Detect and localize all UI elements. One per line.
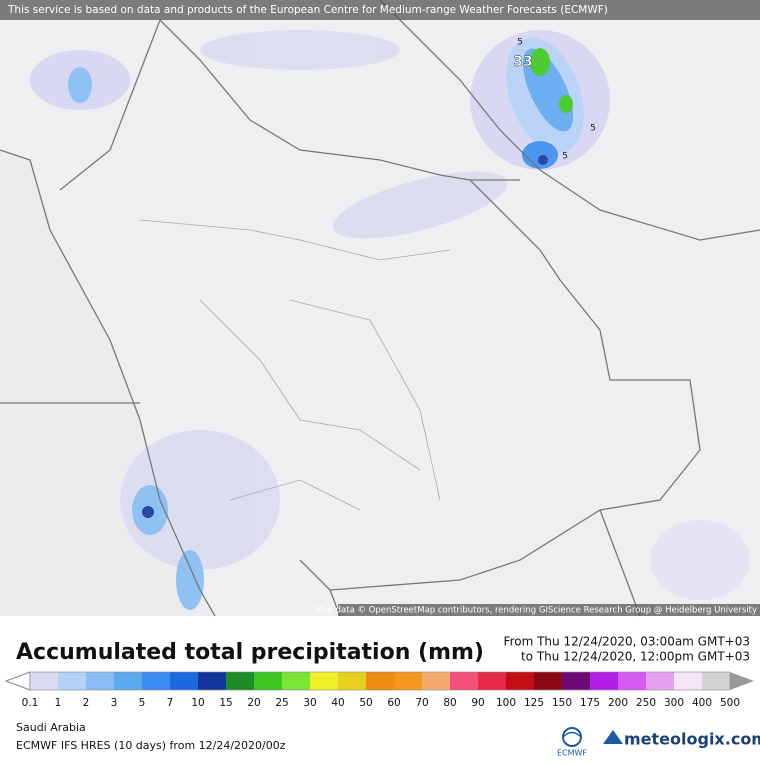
- level-label: 3: [111, 697, 118, 709]
- map-label: 33: [513, 54, 532, 70]
- level-label: 60: [387, 697, 400, 709]
- level-label: 80: [443, 697, 456, 709]
- level-label: 2: [83, 697, 90, 709]
- map-label: 5: [517, 38, 523, 48]
- ecmwf-text: ECMWF: [557, 749, 587, 758]
- arrow-right: [730, 672, 754, 690]
- map: 33 5 5 5 This service is based on data a…: [0, 0, 760, 617]
- arrow-left: [4, 671, 31, 691]
- level-label: 250: [636, 697, 656, 709]
- level-label: 500: [720, 697, 740, 709]
- color-swatch: [58, 672, 87, 690]
- borders: [0, 0, 760, 617]
- level-label: 40: [331, 697, 344, 709]
- color-swatch: [450, 672, 479, 690]
- color-swatch: [86, 672, 115, 690]
- color-swatch: [114, 672, 143, 690]
- map-label: 5: [590, 124, 596, 134]
- color-swatch: [30, 672, 59, 690]
- level-label: 1: [55, 697, 62, 709]
- level-label: 30: [303, 697, 316, 709]
- level-label: 150: [552, 697, 572, 709]
- level-label: 400: [692, 697, 712, 709]
- color-swatch: [198, 672, 227, 690]
- color-swatch: [282, 672, 311, 690]
- level-label: 20: [247, 697, 260, 709]
- level-label: 125: [524, 697, 544, 709]
- color-swatch: [422, 672, 451, 690]
- ecmwf-logo: ECMWF: [557, 727, 587, 758]
- disclaimer-bar: [0, 0, 760, 20]
- color-swatch: [338, 672, 367, 690]
- color-swatch: [674, 672, 703, 690]
- level-label: 10: [191, 697, 204, 709]
- level-label: 0.1: [22, 697, 39, 709]
- color-swatch: [366, 672, 395, 690]
- level-label: 200: [608, 697, 628, 709]
- color-swatch: [618, 672, 647, 690]
- provinces: [139, 219, 451, 511]
- color-swatch: [394, 672, 423, 690]
- color-swatch: [702, 672, 731, 690]
- level-label: 300: [664, 697, 684, 709]
- attribution: Map data © OpenStreetMap contributors, r…: [315, 606, 757, 616]
- brand: meteologix.com: [624, 730, 760, 749]
- legend-title: Accumulated total precipitation (mm): [16, 640, 484, 665]
- level-label: 100: [496, 697, 516, 709]
- colorbar-frame: [29, 671, 731, 691]
- color-swatch: [226, 672, 255, 690]
- color-swatch: [646, 672, 675, 690]
- color-swatch: [506, 672, 535, 690]
- level-label: 5: [139, 697, 146, 709]
- period-to: to Thu 12/24/2020, 12:00pm GMT+03: [521, 650, 750, 664]
- colorbar: 0.1 1 2 3 5 7 10 15 20 25 30 40 50 60 70 80 90 100 125 150 1…: [4, 671, 754, 709]
- color-swatch: [478, 672, 507, 690]
- level-label: 175: [580, 697, 600, 709]
- color-swatch: [142, 672, 171, 690]
- level-label: 25: [275, 697, 288, 709]
- level-label: 15: [219, 697, 232, 709]
- brand-logo: meteologix.com: [603, 730, 760, 749]
- region: Saudi Arabia: [16, 721, 86, 734]
- color-swatch: [562, 672, 591, 690]
- level-label: 7: [167, 697, 174, 709]
- level-label: 50: [359, 697, 372, 709]
- period-from: From Thu 12/24/2020, 03:00am GMT+03: [504, 635, 750, 649]
- color-swatch: [534, 672, 563, 690]
- color-swatch: [590, 672, 619, 690]
- map-label: 5: [562, 152, 568, 162]
- sea: [0, 150, 215, 616]
- level-label: 90: [471, 697, 484, 709]
- model: ECMWF IFS HRES (10 days) from 12/24/2020…: [16, 739, 286, 752]
- disclaimer: This service is based on data and produc…: [7, 4, 608, 16]
- color-swatch: [310, 672, 339, 690]
- color-swatch: [170, 672, 199, 690]
- attribution-bar: [338, 604, 760, 616]
- level-label: 70: [415, 697, 428, 709]
- color-swatch: [254, 672, 283, 690]
